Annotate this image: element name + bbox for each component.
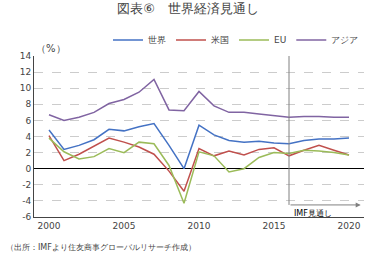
svg-text:アジア: アジア [331, 35, 358, 45]
svg-text:10: 10 [20, 83, 32, 93]
svg-text:2000: 2000 [38, 221, 61, 231]
svg-text:-2: -2 [22, 180, 31, 190]
svg-text:2020: 2020 [338, 221, 361, 231]
svg-text:0: 0 [25, 164, 31, 174]
svg-text:図表⑥ 世界経済見通し: 図表⑥ 世界経済見通し [117, 1, 259, 16]
svg-text:4: 4 [25, 132, 31, 142]
svg-text:米国: 米国 [211, 35, 229, 45]
svg-text:世界: 世界 [148, 35, 166, 45]
svg-text:2015: 2015 [263, 221, 286, 231]
svg-text:2: 2 [25, 148, 31, 158]
svg-text:-6: -6 [22, 212, 31, 222]
svg-text:2005: 2005 [113, 221, 136, 231]
svg-text:6: 6 [25, 116, 31, 126]
svg-text:（出所：IMFより住友商事グローバルリサーチ作成）: （出所：IMFより住友商事グローバルリサーチ作成） [6, 243, 196, 252]
svg-text:-4: -4 [22, 196, 31, 206]
svg-text:12: 12 [20, 67, 31, 77]
svg-text:（%）: （%） [36, 43, 66, 54]
svg-text:2010: 2010 [188, 221, 211, 231]
svg-text:EU: EU [274, 35, 286, 45]
svg-text:14: 14 [20, 51, 32, 61]
svg-text:8: 8 [25, 99, 31, 109]
svg-text:IMF見通し: IMF見通し [294, 209, 332, 218]
